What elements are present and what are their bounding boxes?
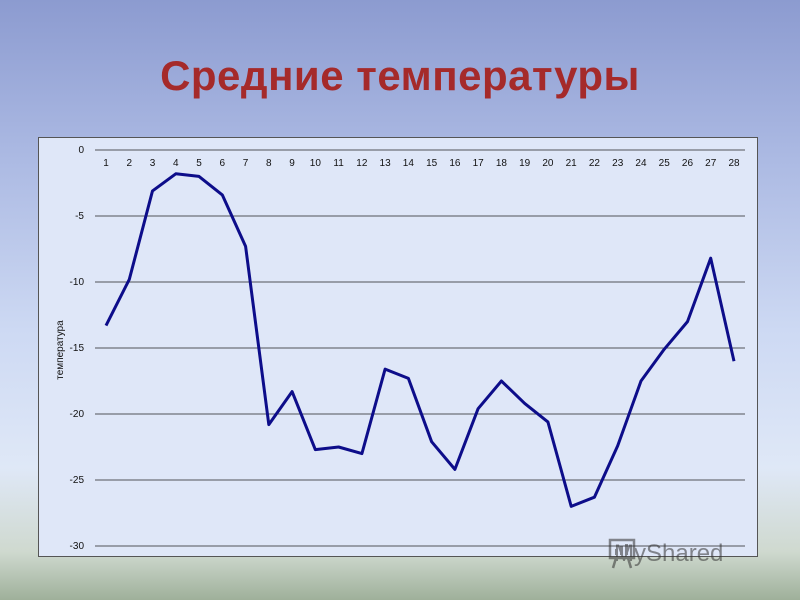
x-tick-label: 9 [289, 158, 295, 169]
y-tick-label: -5 [75, 211, 84, 222]
x-tick-label: 20 [542, 158, 554, 169]
watermark: MyShared [608, 536, 723, 572]
x-tick-label: 24 [635, 158, 647, 169]
x-tick-label: 26 [682, 158, 694, 169]
x-tick-label: 17 [473, 158, 485, 169]
x-tick-label: 5 [196, 158, 202, 169]
y-axis-label: температура [55, 320, 66, 380]
x-tick-label: 27 [705, 158, 717, 169]
x-tick-label: 22 [589, 158, 601, 169]
y-tick-label: -15 [70, 343, 85, 354]
x-tick-label: 11 [333, 158, 344, 169]
x-tick-label: 25 [659, 158, 671, 169]
watermark-text: MyShared [614, 540, 724, 567]
x-tick-label: 1 [103, 158, 109, 169]
y-axis-ticks: 0 -5 -10 -15 -20 -25 -30 [70, 145, 85, 552]
y-tick-label: -20 [70, 409, 85, 420]
page-title: Средние температуры [160, 52, 640, 99]
x-tick-label: 7 [243, 158, 249, 169]
x-tick-label: 23 [612, 158, 624, 169]
x-tick-label: 12 [356, 158, 368, 169]
x-tick-label: 2 [126, 158, 132, 169]
y-tick-label: 0 [78, 145, 84, 156]
y-tick-label: -10 [70, 277, 85, 288]
x-tick-label: 4 [173, 158, 179, 169]
x-tick-label: 14 [403, 158, 415, 169]
x-axis-ticks: 1 2 3 4 5 6 7 8 9 10 11 12 13 14 15 16 17 18 19 20 21 22 23 24 2… [103, 158, 740, 169]
y-tick-label: -30 [70, 541, 85, 552]
series-layer [104, 172, 736, 508]
x-tick-label: 21 [566, 158, 578, 169]
x-tick-label: 15 [426, 158, 438, 169]
x-tick-label: 8 [266, 158, 272, 169]
line-chart: 0-5-10-15-20-25-30 1 2 3 4 5 6 7 8 9 10 11 12 13 14 15… [55, 145, 745, 552]
watermark-logo-icon [608, 538, 636, 569]
x-tick-label: 10 [310, 158, 322, 169]
x-tick-label: 18 [496, 158, 508, 169]
x-tick-label: 16 [449, 158, 461, 169]
x-tick-label: 19 [519, 158, 531, 169]
chart-frame: 0 -5 -10 -15 -20 -25 -30 1 2 3 4 5 6 7 8 9 10 11 12 13 14 15… [38, 137, 758, 557]
x-tick-label: 3 [150, 158, 156, 169]
x-tick-label: 6 [220, 158, 226, 169]
grid-lines [95, 149, 745, 547]
x-tick-label: 13 [380, 158, 392, 169]
series-line [104, 172, 736, 508]
x-tick-label: 28 [728, 158, 740, 169]
y-tick-label: -25 [70, 475, 85, 486]
